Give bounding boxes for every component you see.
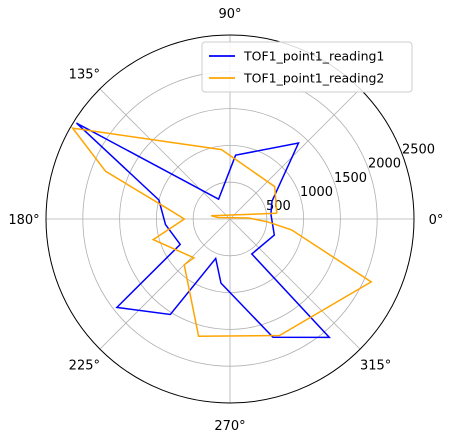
angular-gridline-1 [229, 88, 361, 220]
radial-tick-label-1: 1000 [300, 185, 333, 200]
angular-gridline-5 [99, 218, 231, 350]
angular-tick-label-7: 315° [360, 359, 391, 374]
polar-grid [46, 35, 414, 403]
legend-frame [201, 41, 413, 93]
legend-label-2: TOF1_point1_reading2 [243, 71, 384, 86]
legend: TOF1_point1_reading1 TOF1_point1_reading2 [201, 41, 413, 93]
radial-tick-label-4: 2500 [402, 143, 435, 158]
angular-tick-label-6: 270° [214, 419, 245, 434]
angular-tick-label-5: 225° [69, 359, 100, 374]
angular-gridline-7 [229, 218, 361, 350]
radial-tick-label-2: 1500 [334, 171, 367, 186]
radial-tick-label-0: 500 [266, 199, 291, 214]
radial-tick-label-3: 2000 [368, 157, 401, 172]
legend-label-1: TOF1_point1_reading1 [243, 49, 384, 64]
series-lines [70, 122, 373, 339]
angular-tick-label-2: 90° [218, 7, 241, 22]
angular-gridline-3 [99, 88, 231, 220]
series-line-1 [75, 122, 332, 339]
tick-labels: 0° 90° 135° 180° 225° 270° 315° 500 100015002000… [8, 7, 443, 434]
polar-frame [45, 34, 415, 404]
angular-tick-label-0: 0° [429, 213, 444, 228]
series-line-2 [70, 127, 373, 338]
angular-tick-label-4: 180° [8, 213, 39, 228]
angular-tick-label-3: 135° [69, 67, 100, 82]
